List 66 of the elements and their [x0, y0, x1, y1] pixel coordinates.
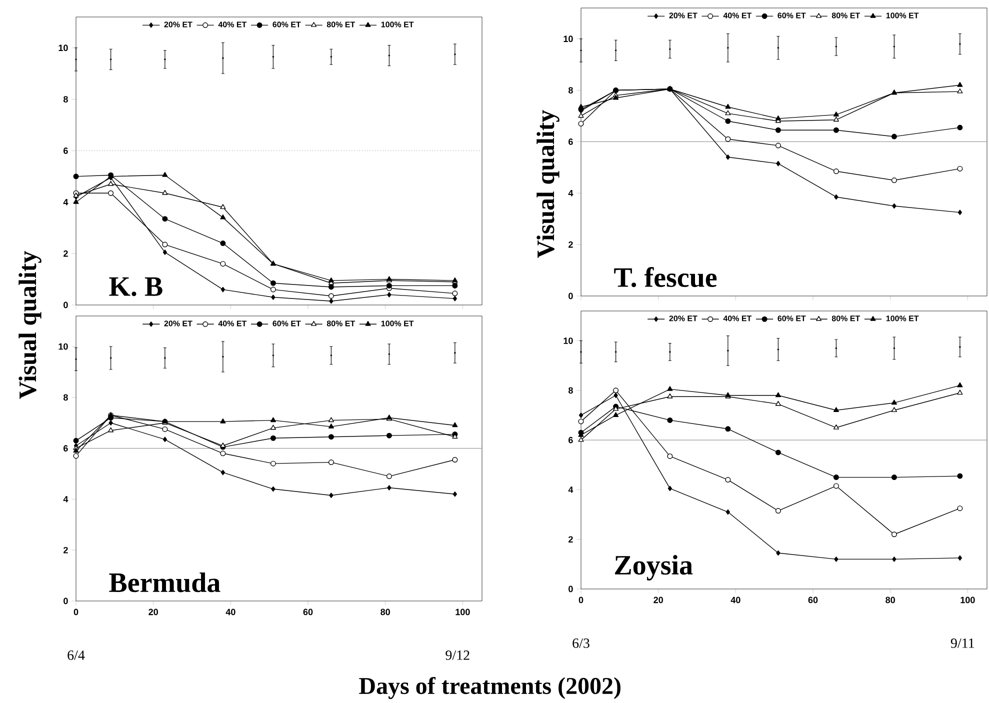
y-tick-label: 4	[63, 496, 68, 502]
y-tick-label: 10	[564, 36, 573, 42]
y-tick-label: 10	[58, 343, 68, 350]
legend-label: 100% ET	[381, 320, 414, 326]
y-tick-label: 0	[568, 586, 573, 592]
annotation: K. B	[109, 277, 162, 296]
text: 9/11	[950, 638, 974, 648]
x-tick-label: 0	[578, 596, 584, 604]
annotation: Bermuda	[109, 572, 220, 592]
y-tick-label: 8	[568, 87, 573, 94]
y-tick-label: 10	[58, 44, 68, 52]
y-tick-label: 10	[564, 338, 573, 344]
legend-label: 40% ET	[218, 320, 247, 326]
y-tick-label: 4	[63, 199, 68, 206]
legend-label: 60% ET	[272, 22, 301, 28]
x-tick-label: 60	[303, 608, 313, 616]
y-tick-label: 2	[568, 536, 573, 542]
annotation: Zoysia	[615, 554, 693, 580]
x-tick-label: 20	[148, 608, 158, 616]
x-tick-label: 100	[960, 596, 975, 604]
y-tick-label: 8	[63, 96, 68, 102]
legend-label: 40% ET	[723, 12, 752, 18]
y-tick-label: 8	[63, 394, 68, 401]
legend-label: 60% ET	[778, 12, 806, 18]
legend-label: 20% ET	[669, 316, 698, 322]
legend-label: 100% ET	[381, 22, 414, 28]
x-axis-title: Days of treatments (2002)	[359, 676, 620, 700]
x-tick-label: 40	[730, 596, 740, 604]
y-tick-label: 2	[568, 241, 573, 248]
legend-label: 20% ET	[164, 22, 192, 28]
legend-label: 80% ET	[326, 320, 356, 326]
legend-label: 60% ET	[778, 316, 806, 322]
legend-label: 60% ET	[272, 320, 301, 326]
annotation: T. fescue	[614, 267, 717, 288]
y-tick-label: 2	[64, 546, 68, 554]
x-tick-label: 20	[654, 596, 663, 604]
text: 9/12	[446, 650, 470, 660]
y-tick-label: 6	[64, 445, 68, 452]
y-tick-label: 6	[64, 148, 68, 154]
text: 6/4	[68, 650, 85, 660]
legend-label: 100% ET	[886, 12, 919, 18]
x-tick-label: 100	[456, 608, 470, 616]
legend-label: 80% ET	[832, 12, 860, 18]
x-tick-label: 80	[886, 596, 895, 604]
legend-label: 20% ET	[669, 12, 698, 18]
legend-label: 100% ET	[886, 316, 919, 322]
legend-label: 40% ET	[218, 22, 247, 28]
x-tick-label: 0	[74, 608, 78, 616]
y-tick-label: 0	[64, 302, 68, 308]
y-tick-label: 4	[568, 190, 574, 196]
y-tick-label: 8	[568, 387, 573, 394]
y-tick-label: 6	[568, 138, 573, 145]
text: 6/3	[572, 638, 590, 648]
legend-label: 80% ET	[832, 316, 860, 322]
x-tick-label: 40	[226, 608, 236, 616]
y-tick-label: 2	[64, 250, 68, 257]
x-tick-label: 60	[808, 596, 818, 604]
y-tick-label: 4	[568, 486, 574, 493]
x-tick-label: 80	[380, 608, 390, 616]
legend-label: 20% ET	[164, 320, 192, 326]
y-tick-label: 6	[568, 436, 573, 444]
y-axis-title: Visual quality	[536, 110, 560, 258]
y-tick-label: 0	[568, 292, 573, 300]
legend-label: 80% ET	[326, 22, 356, 28]
legend-label: 40% ET	[723, 316, 752, 322]
y-axis-title: Visual quality	[18, 251, 42, 399]
